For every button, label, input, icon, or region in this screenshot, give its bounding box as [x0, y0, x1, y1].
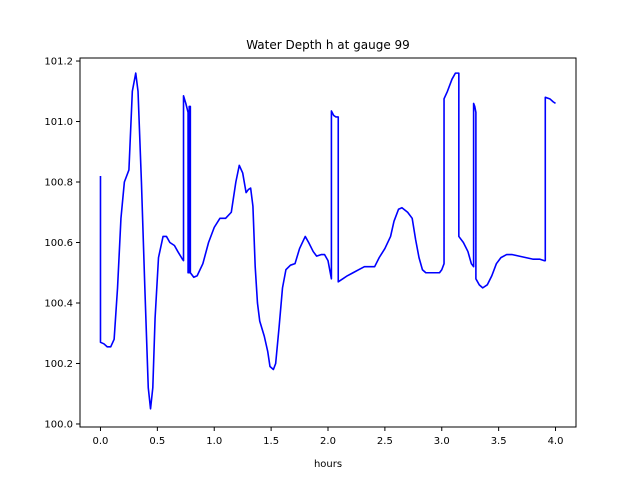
x-tick-label: 3.0 [434, 436, 450, 447]
x-tick-label: 3.5 [491, 436, 507, 447]
x-axis-label: hours [314, 459, 342, 470]
x-tick-label: 1.5 [263, 436, 279, 447]
y-tick-label: 100.4 [44, 298, 73, 309]
x-tick-label: 4.0 [548, 436, 564, 447]
x-tick-label: 2.5 [377, 436, 393, 447]
y-tick-label: 100.8 [44, 178, 73, 189]
plot-area [99, 72, 556, 410]
series-line-0 [99, 72, 556, 410]
x-tick-label: 2.0 [320, 436, 336, 447]
y-tick-label: 100.0 [44, 419, 73, 430]
x-tick-label: 0.5 [149, 436, 165, 447]
y-tick-label: 101.0 [44, 117, 73, 128]
x-tick-label: 0.0 [93, 436, 109, 447]
axes: 0.0 0.5 1.0 1.5 2.0 2.5 3.0 3.5 4.0 100.0 100.2 100… [44, 57, 577, 447]
y-tick-label: 101.2 [44, 57, 73, 68]
y-tick-label: 100.2 [44, 359, 73, 370]
chart-title: Water Depth h at gauge 99 [246, 38, 410, 52]
x-tick-label: 1.0 [206, 436, 222, 447]
y-tick-label: 100.6 [44, 238, 73, 249]
